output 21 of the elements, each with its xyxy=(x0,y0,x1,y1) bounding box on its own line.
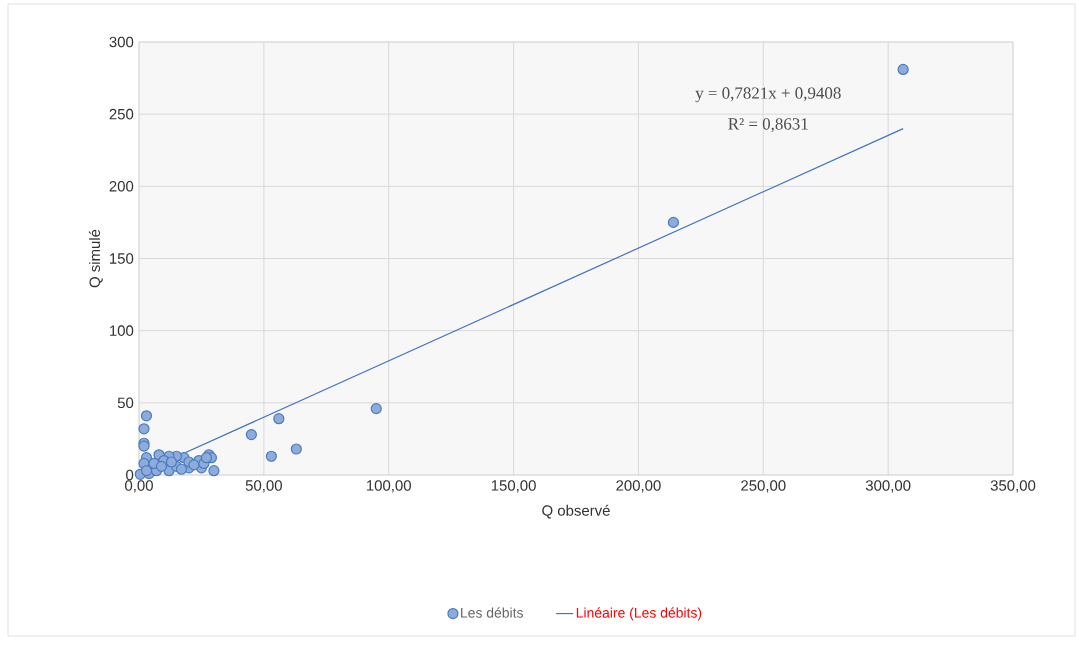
x-tick-label: 50,00 xyxy=(245,480,282,493)
y-tick-label: 0 xyxy=(126,469,134,481)
x-axis-title: Q observé xyxy=(542,504,610,519)
y-axis-title: Q simulé xyxy=(88,229,103,288)
y-tick-label: 300 xyxy=(109,36,134,48)
x-tick-label: 250,00 xyxy=(741,480,786,493)
annotation: R² = 0,8631 xyxy=(728,118,808,133)
y-tick-label: 200 xyxy=(109,181,134,192)
annotation: y = 0,7821x + 0,9408 xyxy=(695,87,841,103)
legend-label: Les débits xyxy=(461,607,523,618)
y-tick-label: 150 xyxy=(110,253,134,264)
x-tick-label: 200,00 xyxy=(616,480,661,493)
x-tick-label: 0,00 xyxy=(125,480,153,493)
x-tick-label: 150,00 xyxy=(491,480,536,493)
y-tick-label: 100 xyxy=(110,325,134,336)
y-tick-label: 50 xyxy=(117,397,134,409)
x-tick-label: 100,00 xyxy=(367,480,411,493)
y-tick-label: 250 xyxy=(109,108,134,120)
legend-label: Linéaire (Les débits) xyxy=(576,607,702,621)
x-tick-label: 300,00 xyxy=(865,480,911,493)
x-tick-label: 350,00 xyxy=(990,480,1036,493)
